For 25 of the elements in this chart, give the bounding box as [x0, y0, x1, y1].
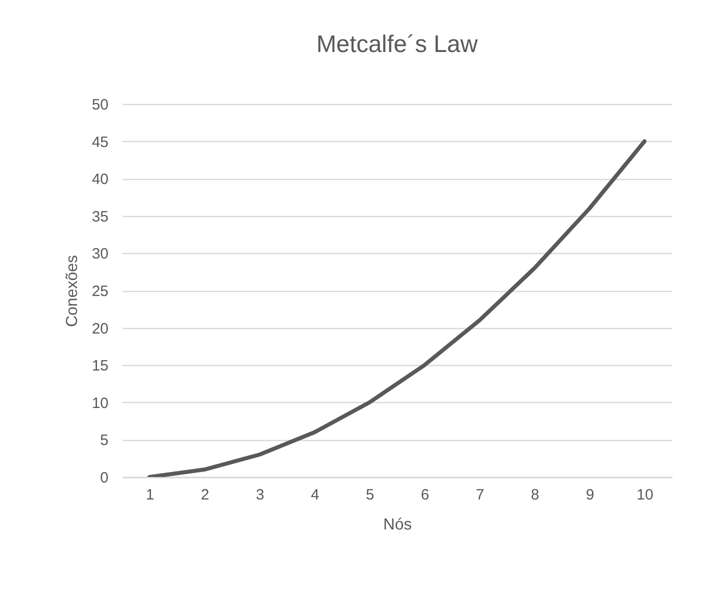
- x-tick-label: 2: [200, 486, 210, 504]
- y-tick-label: 10: [92, 394, 108, 412]
- y-tick-label: 35: [92, 208, 108, 226]
- x-tick-label: 10: [636, 486, 654, 504]
- y-tick-label: 25: [92, 283, 108, 300]
- x-tick-label: 7: [476, 486, 484, 504]
- x-tick-label: 1: [146, 486, 154, 504]
- y-tick-label: 40: [92, 171, 108, 188]
- y-tick-label: 45: [92, 134, 108, 151]
- x-tick-label: 5: [366, 486, 374, 504]
- chart-title: Metcalfe´s Law: [316, 31, 478, 58]
- x-tick-label: 6: [420, 486, 430, 504]
- line-series: [148, 139, 646, 477]
- y-tick-label: 20: [92, 320, 108, 338]
- y-tick-label: 15: [92, 358, 108, 375]
- y-axis-title: Conexões: [64, 254, 81, 328]
- x-tick-label: 8: [530, 486, 540, 504]
- y-tick-label: 30: [92, 246, 108, 263]
- x-tick-label: 9: [586, 486, 594, 504]
- y-tick-label: 50: [92, 96, 108, 114]
- x-tick-label: 3: [256, 486, 264, 504]
- y-tick-label: 5: [100, 432, 108, 450]
- x-axis-title: Nós: [383, 516, 412, 534]
- x-tick-label: 4: [310, 486, 320, 504]
- y-tick-label: 0: [100, 470, 108, 486]
